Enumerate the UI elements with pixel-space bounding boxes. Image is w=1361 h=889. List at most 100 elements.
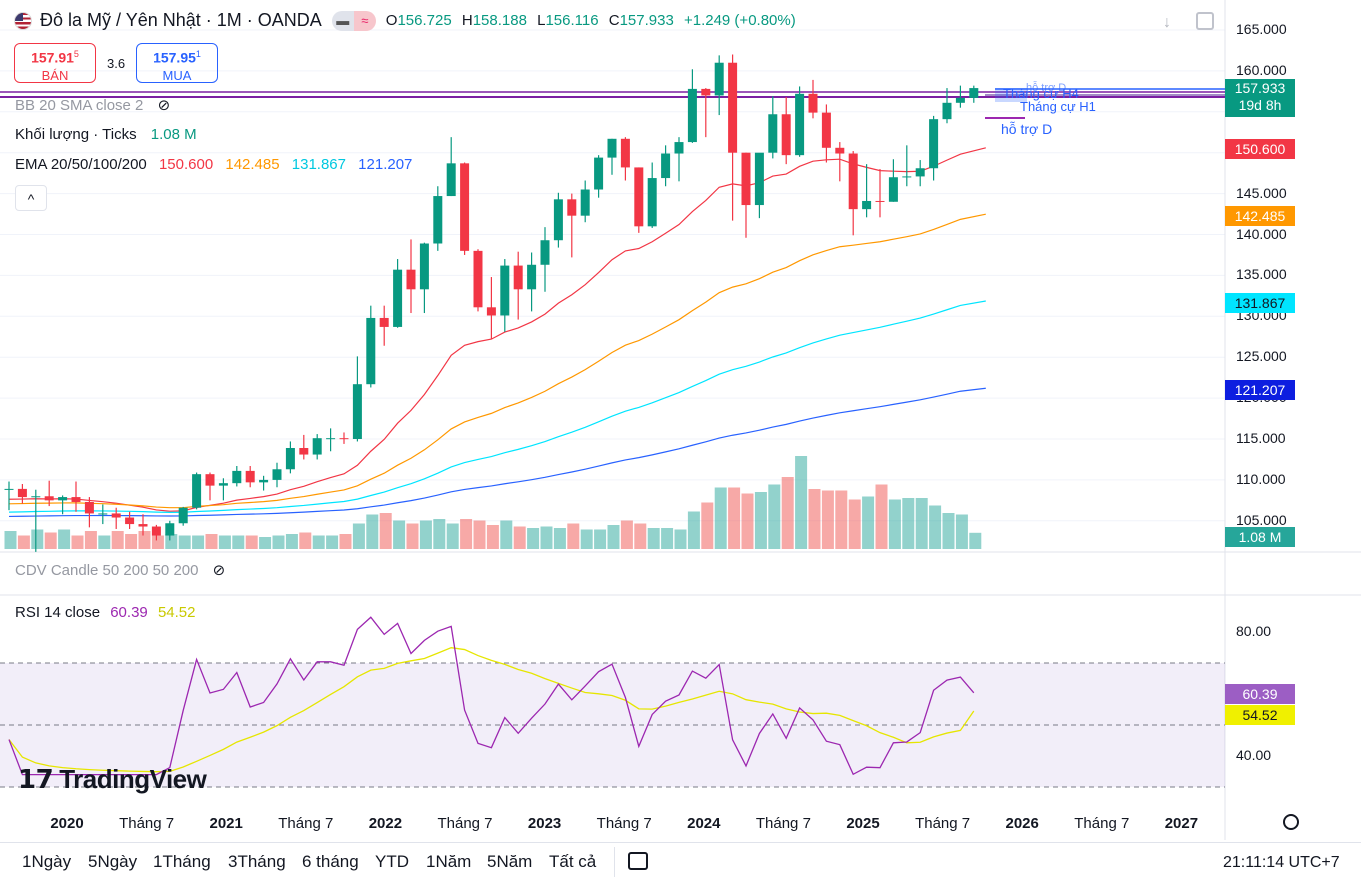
volume-bar (272, 535, 285, 549)
rsi-line (8, 616, 975, 776)
candle-body (567, 199, 577, 216)
volume-bar (567, 523, 580, 549)
candle-body (366, 317, 376, 385)
rsi-legend[interactable]: RSI 14 close 60.39 54.52 (15, 604, 196, 621)
volume-legend[interactable]: Khối lượng · Ticks 1.08 M (15, 126, 197, 143)
candle-body (419, 243, 429, 290)
collapse-legend-button[interactable]: ^ (15, 185, 47, 211)
candle-body (741, 152, 751, 206)
volume-bar (594, 529, 607, 549)
candle-body (808, 93, 818, 113)
timeframe-button[interactable]: 3Tháng (228, 852, 286, 871)
volume-bar (915, 498, 928, 549)
candle-body (58, 497, 68, 501)
candle-body (687, 88, 697, 143)
ema-legend[interactable]: EMA 20/50/100/200 150.600 142.485 131.86… (15, 156, 413, 173)
ema20-line (8, 147, 986, 512)
timeframe-button[interactable]: YTD (375, 852, 409, 871)
candle-body (71, 497, 81, 502)
timeframe-button[interactable]: 1Năm (426, 852, 472, 871)
time-tick-label: 2026 (1005, 815, 1039, 832)
candle-body (232, 470, 242, 484)
volume-bar (366, 514, 379, 549)
bottom-divider (0, 842, 1361, 843)
buy-button[interactable]: 157.951 MUA (136, 43, 218, 83)
volume-bar (500, 520, 513, 549)
arrow-down-icon[interactable]: ↓ (1163, 14, 1171, 31)
eye-hidden-icon[interactable]: ⊘ (157, 97, 171, 114)
volume-bar (714, 487, 727, 549)
candle-body (31, 496, 41, 498)
minus-icon[interactable]: ▬ (331, 10, 354, 31)
support-d-annotation[interactable]: hỗ trợ D (1001, 121, 1053, 137)
timeframe-button[interactable]: 5Ngày (88, 852, 138, 871)
timeframe-button[interactable]: 5Năm (487, 852, 533, 871)
volume-bar (513, 526, 526, 549)
candle-body (634, 167, 644, 227)
candle-body (955, 97, 965, 103)
sell-button[interactable]: 157.915 BÁN (14, 43, 96, 83)
ema50-line (8, 213, 986, 509)
candle-body (754, 152, 764, 206)
bb-legend[interactable]: BB 20 SMA close 2 ⊘ (15, 97, 171, 114)
timeframe-button[interactable]: 6 tháng (302, 852, 359, 871)
tradingview-logo[interactable]: 𝟭𝟳 TradingView (18, 764, 207, 794)
wave-icon[interactable]: ≈ (353, 10, 376, 31)
time-tick-label: 2024 (687, 815, 721, 832)
support-d-annotation-2[interactable]: hỗ trợ D (1026, 82, 1067, 94)
volume-bar (607, 525, 620, 549)
volume-bar (942, 513, 955, 549)
ohlc-values: O156.725 H158.188 L156.116 C157.933 +1.2… (385, 12, 796, 29)
timeframe-button[interactable]: 1Ngày (22, 852, 72, 871)
ema100-label: 131.867 (1225, 293, 1295, 313)
compare-pill[interactable]: ▬ ≈ (331, 10, 376, 31)
volume-bar (741, 493, 754, 549)
price-tick-label: 125.000 (1236, 348, 1287, 365)
candle-body (835, 147, 845, 154)
volume-bar (902, 498, 915, 549)
candle-body (111, 513, 121, 518)
volume-bar (312, 535, 325, 549)
volume-bar (647, 528, 660, 549)
candle-body (138, 524, 148, 527)
rsi-ma-line (8, 647, 975, 773)
volume-bar (580, 529, 593, 549)
candle-body (259, 479, 269, 483)
fullscreen-icon[interactable] (1196, 12, 1214, 30)
volume-bar (379, 513, 392, 549)
eye-hidden-icon[interactable]: ⊘ (212, 562, 226, 579)
volume-bar (835, 490, 848, 549)
volume-bar (687, 511, 700, 549)
candle-body (473, 250, 483, 308)
resistance-h1-annotation[interactable]: Tháng cự H1 (1020, 99, 1096, 114)
time-tick-label: 2023 (527, 815, 562, 832)
last-price-label: 157.933 19d 8h (1225, 79, 1295, 117)
symbol-title[interactable]: Đô la Mỹ / Yên Nhật · 1M · OANDA (40, 10, 322, 30)
timeframe-button[interactable]: 1Tháng (153, 852, 211, 871)
volume-bar (218, 535, 231, 549)
candle-body (620, 138, 630, 168)
volume-bar (862, 496, 875, 549)
volume-bar (768, 484, 781, 549)
volume-bar (192, 535, 205, 549)
clock[interactable]: 21:11:14 UTC+7 (1223, 854, 1340, 871)
price-tick-label: 165.000 (1236, 21, 1287, 37)
ema20-label: 150.600 (1225, 139, 1295, 159)
volume-bar (17, 535, 30, 549)
resistance-h4-annotation[interactable]: Tháng cự H4 (1003, 86, 1079, 101)
time-tick-label: Tháng 7 (1074, 815, 1130, 832)
time-tick-label: 2021 (209, 815, 243, 832)
candle-body (580, 189, 590, 216)
price-tick-label: 110.000 (1236, 470, 1286, 487)
date-range-icon[interactable] (628, 852, 648, 870)
candle-body (781, 114, 791, 156)
cdv-legend[interactable]: CDV Candle 50 200 50 200 ⊘ (15, 562, 226, 579)
settings-gear-icon[interactable] (1283, 814, 1299, 830)
time-tick-label: Tháng 7 (755, 815, 811, 832)
timeframe-button[interactable]: Tất cả (549, 852, 597, 871)
candle-body (192, 474, 202, 508)
candle-body (527, 264, 537, 290)
time-tick-label: Tháng 7 (596, 815, 652, 832)
candle-body (553, 199, 563, 241)
